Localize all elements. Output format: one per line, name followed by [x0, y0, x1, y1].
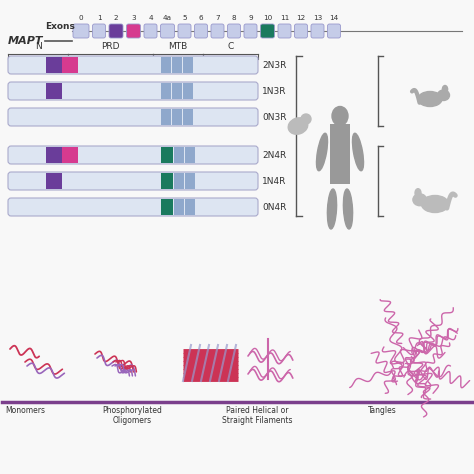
- Bar: [161, 109, 171, 125]
- FancyBboxPatch shape: [278, 24, 291, 38]
- Ellipse shape: [442, 85, 447, 93]
- Text: 12: 12: [296, 15, 306, 21]
- FancyBboxPatch shape: [8, 82, 258, 100]
- Text: N: N: [35, 42, 41, 51]
- Ellipse shape: [353, 133, 364, 171]
- Text: Exons: Exons: [45, 22, 75, 31]
- Text: 2N3R: 2N3R: [262, 61, 286, 70]
- Ellipse shape: [288, 118, 308, 134]
- Bar: [183, 83, 193, 99]
- Text: 7: 7: [215, 15, 220, 21]
- FancyBboxPatch shape: [161, 24, 174, 38]
- FancyBboxPatch shape: [8, 56, 258, 74]
- Bar: [185, 199, 195, 215]
- FancyBboxPatch shape: [311, 24, 324, 38]
- Bar: [62, 147, 78, 163]
- Text: Paired Helical or
Straight Filaments: Paired Helical or Straight Filaments: [222, 406, 292, 425]
- Bar: [161, 83, 171, 99]
- Text: 13: 13: [313, 15, 322, 21]
- Bar: [174, 199, 184, 215]
- Bar: [46, 57, 62, 73]
- Text: 6: 6: [199, 15, 203, 21]
- FancyBboxPatch shape: [73, 24, 89, 38]
- Text: 4a: 4a: [163, 15, 172, 21]
- Ellipse shape: [418, 91, 442, 107]
- Text: 11: 11: [280, 15, 289, 21]
- Bar: [172, 109, 182, 125]
- Text: 5: 5: [182, 15, 187, 21]
- Text: MTB: MTB: [168, 42, 188, 51]
- Bar: [174, 173, 184, 189]
- FancyBboxPatch shape: [8, 146, 258, 164]
- Ellipse shape: [421, 195, 448, 212]
- Text: 2: 2: [114, 15, 118, 21]
- FancyBboxPatch shape: [211, 24, 224, 38]
- FancyBboxPatch shape: [294, 24, 308, 38]
- FancyBboxPatch shape: [228, 24, 240, 38]
- Text: 1N4R: 1N4R: [262, 176, 286, 185]
- Bar: [161, 199, 173, 215]
- Ellipse shape: [317, 133, 328, 171]
- Ellipse shape: [343, 189, 353, 229]
- Ellipse shape: [415, 189, 421, 197]
- Bar: [62, 57, 78, 73]
- Ellipse shape: [413, 194, 427, 206]
- FancyBboxPatch shape: [8, 198, 258, 216]
- Text: 10: 10: [263, 15, 272, 21]
- Text: 1: 1: [97, 15, 101, 21]
- Text: 2N4R: 2N4R: [262, 151, 286, 159]
- Text: 1N3R: 1N3R: [262, 86, 286, 95]
- Bar: [46, 83, 62, 99]
- Bar: [174, 147, 184, 163]
- FancyBboxPatch shape: [8, 172, 258, 190]
- Bar: [330, 124, 350, 184]
- Text: 14: 14: [329, 15, 338, 21]
- Bar: [183, 57, 193, 73]
- FancyBboxPatch shape: [178, 24, 191, 38]
- Text: 0N4R: 0N4R: [262, 202, 286, 211]
- Bar: [46, 147, 62, 163]
- FancyBboxPatch shape: [109, 24, 123, 38]
- Text: Tangles: Tangles: [368, 406, 397, 415]
- Text: C: C: [228, 42, 234, 51]
- Ellipse shape: [328, 189, 337, 229]
- FancyBboxPatch shape: [244, 24, 257, 38]
- FancyBboxPatch shape: [127, 24, 140, 38]
- Text: 4: 4: [148, 15, 153, 21]
- Bar: [161, 147, 173, 163]
- Bar: [185, 147, 195, 163]
- FancyBboxPatch shape: [8, 108, 258, 126]
- Text: Monomers: Monomers: [5, 406, 45, 415]
- Ellipse shape: [332, 107, 348, 126]
- Text: 9: 9: [248, 15, 253, 21]
- Bar: [161, 57, 171, 73]
- FancyBboxPatch shape: [92, 24, 106, 38]
- Text: Phosphorylated
Oligomers: Phosphorylated Oligomers: [102, 406, 162, 425]
- Text: 0: 0: [79, 15, 83, 21]
- FancyBboxPatch shape: [144, 24, 157, 38]
- Bar: [172, 57, 182, 73]
- Ellipse shape: [438, 90, 449, 100]
- Text: 3: 3: [131, 15, 136, 21]
- Bar: [172, 83, 182, 99]
- Text: MAPT: MAPT: [8, 36, 44, 46]
- Bar: [183, 109, 193, 125]
- FancyBboxPatch shape: [328, 24, 340, 38]
- FancyBboxPatch shape: [194, 24, 208, 38]
- Text: PRD: PRD: [101, 42, 120, 51]
- Text: 8: 8: [232, 15, 237, 21]
- FancyBboxPatch shape: [261, 24, 274, 38]
- Text: 0N3R: 0N3R: [262, 112, 286, 121]
- Bar: [185, 173, 195, 189]
- Ellipse shape: [301, 114, 311, 124]
- Bar: [46, 173, 62, 189]
- Bar: [161, 173, 173, 189]
